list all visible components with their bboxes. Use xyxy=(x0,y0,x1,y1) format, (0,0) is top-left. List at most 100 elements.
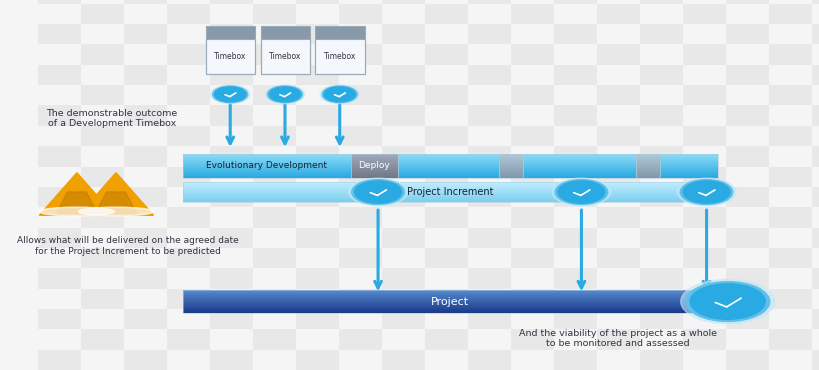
Bar xyxy=(424,44,468,65)
Bar xyxy=(596,248,640,268)
Bar xyxy=(510,289,554,309)
Bar xyxy=(510,85,554,105)
Bar xyxy=(499,158,523,159)
Bar xyxy=(382,187,424,207)
Bar xyxy=(382,166,424,187)
Bar xyxy=(424,65,468,85)
Bar xyxy=(768,228,811,248)
Bar xyxy=(210,268,252,289)
Bar xyxy=(183,306,717,307)
Bar xyxy=(636,171,658,172)
Bar xyxy=(554,289,596,309)
Bar xyxy=(397,160,499,161)
Bar xyxy=(768,187,811,207)
Bar xyxy=(252,268,296,289)
Bar xyxy=(183,303,717,304)
Bar xyxy=(183,304,717,305)
Bar xyxy=(523,169,636,170)
Bar xyxy=(351,176,397,177)
Bar xyxy=(260,26,310,39)
Bar xyxy=(397,163,499,164)
Bar xyxy=(296,24,338,44)
Bar xyxy=(499,157,523,158)
Polygon shape xyxy=(95,192,137,213)
Bar xyxy=(640,329,682,350)
Bar xyxy=(351,154,397,178)
Bar xyxy=(768,350,811,370)
Bar xyxy=(468,85,510,105)
Bar xyxy=(38,146,81,166)
Bar xyxy=(166,44,210,65)
Bar xyxy=(726,289,768,309)
Bar xyxy=(338,329,382,350)
Bar xyxy=(468,166,510,187)
Bar xyxy=(636,154,658,155)
Bar xyxy=(210,329,252,350)
Bar xyxy=(658,154,717,155)
Bar xyxy=(183,312,717,313)
Bar xyxy=(183,174,351,175)
Bar xyxy=(726,105,768,126)
Bar xyxy=(124,4,166,24)
Text: Deploy: Deploy xyxy=(358,161,390,170)
Bar xyxy=(183,195,717,196)
Bar xyxy=(499,160,523,161)
Bar xyxy=(682,329,726,350)
Bar xyxy=(296,268,338,289)
Bar xyxy=(726,329,768,350)
Bar xyxy=(338,248,382,268)
Bar xyxy=(523,156,636,157)
Bar xyxy=(397,158,499,159)
Bar xyxy=(636,156,658,157)
Bar xyxy=(183,301,717,302)
Bar xyxy=(499,175,523,176)
Bar xyxy=(596,44,640,65)
Bar xyxy=(682,105,726,126)
Bar xyxy=(183,196,717,197)
Bar xyxy=(296,4,338,24)
Bar xyxy=(81,105,124,126)
Bar xyxy=(682,248,726,268)
Bar xyxy=(183,184,717,185)
Circle shape xyxy=(212,86,247,102)
Bar xyxy=(658,172,717,173)
Bar xyxy=(183,296,717,297)
Bar xyxy=(554,24,596,44)
Bar xyxy=(424,166,468,187)
Bar xyxy=(768,4,811,24)
Bar xyxy=(499,171,523,172)
Bar xyxy=(468,187,510,207)
Bar xyxy=(183,156,351,157)
Bar xyxy=(811,228,819,248)
Circle shape xyxy=(682,181,729,203)
Bar xyxy=(38,0,81,4)
Bar xyxy=(382,126,424,146)
Bar xyxy=(252,85,296,105)
Bar xyxy=(468,228,510,248)
Bar xyxy=(682,187,726,207)
Bar xyxy=(38,228,81,248)
Bar xyxy=(166,4,210,24)
Bar xyxy=(510,228,554,248)
Bar xyxy=(726,24,768,44)
Bar xyxy=(296,309,338,329)
Bar xyxy=(726,65,768,85)
Bar xyxy=(397,154,499,155)
Circle shape xyxy=(215,87,246,102)
Bar xyxy=(636,157,658,158)
Bar xyxy=(499,172,523,173)
Polygon shape xyxy=(79,173,153,215)
Bar xyxy=(183,299,717,300)
Bar xyxy=(658,169,717,170)
Bar xyxy=(499,165,523,166)
Bar xyxy=(397,154,499,178)
Bar xyxy=(636,158,658,159)
Bar xyxy=(124,309,166,329)
Bar xyxy=(811,146,819,166)
Bar xyxy=(510,24,554,44)
Bar xyxy=(523,161,636,162)
Bar xyxy=(260,39,310,74)
Bar xyxy=(382,24,424,44)
Bar xyxy=(210,309,252,329)
Bar xyxy=(183,192,717,193)
